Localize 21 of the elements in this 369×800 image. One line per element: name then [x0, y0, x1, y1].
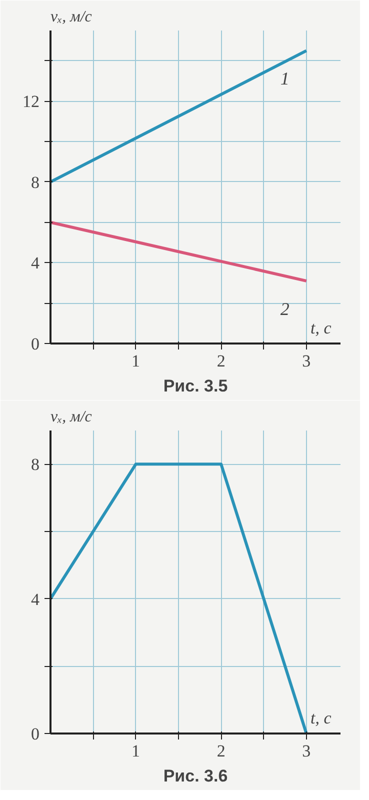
- y-axis-title: vₓ, м/с: [50, 8, 92, 26]
- x-tick-label: 1: [132, 742, 140, 760]
- series-label: 1: [280, 68, 290, 89]
- x-tick-label: 3: [302, 742, 311, 760]
- x-tick-label: 1: [132, 352, 140, 370]
- y-tick-label: 8: [31, 172, 40, 192]
- x-axis-title: t, с: [310, 708, 332, 728]
- y-tick-label: 8: [31, 455, 40, 474]
- x-axis-title: t, с: [310, 318, 332, 338]
- x-tick-label: 2: [216, 742, 226, 760]
- x-tick-label: 2: [216, 352, 226, 370]
- y-tick-label: 0: [31, 334, 40, 354]
- y-axis-title: vₓ, м/с: [50, 408, 92, 426]
- text: Рис. 3.6: [163, 766, 228, 786]
- text: Рис. 3.5: [163, 376, 228, 396]
- x-tick-label: 3: [302, 352, 311, 370]
- y-tick-label: 12: [22, 92, 40, 112]
- y-tick-label: 4: [31, 254, 40, 273]
- series-label: 2: [280, 298, 290, 319]
- y-tick-label: 4: [31, 590, 40, 609]
- y-tick-label: 0: [31, 724, 40, 744]
